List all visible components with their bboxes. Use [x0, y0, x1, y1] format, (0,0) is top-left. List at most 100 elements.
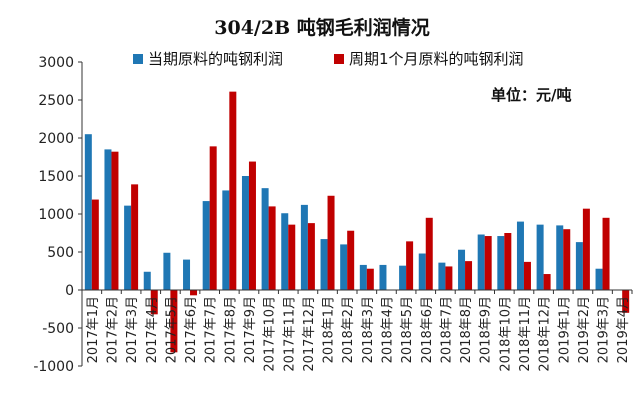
bar [150, 290, 158, 315]
bar [458, 249, 466, 290]
x-tick-label: 2019年2月 [577, 296, 592, 363]
bar [222, 190, 230, 290]
x-tick-label: 2017年6月 [184, 296, 199, 363]
x-tick-label: 2017年5月 [164, 296, 179, 363]
x-tick-label: 2018年12月 [538, 296, 553, 372]
x-tick-label: 2018年5月 [400, 296, 415, 363]
x-tick-label: 2018年1月 [322, 296, 337, 363]
x-tick-label: 2017年11月 [282, 296, 297, 372]
legend-label-lagged: 周期1个月原料的吨钢利润 [349, 50, 524, 68]
bar [84, 134, 92, 290]
x-tick-label: 2018年10月 [498, 296, 513, 372]
bar [307, 223, 315, 290]
bar [190, 290, 198, 296]
y-tick-label: 500 [47, 245, 74, 261]
bar [111, 151, 119, 290]
bar [261, 188, 269, 290]
bar [477, 234, 485, 290]
bar [163, 252, 171, 290]
bar [484, 236, 492, 290]
x-tick-label: 2019年3月 [597, 296, 612, 363]
bar [575, 242, 583, 290]
x-tick-label: 2017年2月 [105, 296, 120, 363]
bar [582, 208, 590, 290]
bar [366, 268, 374, 290]
y-tick-label: 2500 [38, 93, 74, 109]
bar [327, 195, 335, 290]
legend-swatch-current [133, 54, 143, 64]
bar [602, 217, 610, 290]
bar [595, 268, 603, 290]
y-tick-label: 0 [65, 283, 74, 299]
bar [104, 149, 112, 290]
y-tick-label: 3000 [38, 55, 74, 71]
bar [438, 262, 446, 290]
bar [425, 217, 433, 290]
x-tick-label: 2017年7月 [204, 296, 219, 363]
x-tick-label: 2017年8月 [223, 296, 238, 363]
bar [347, 230, 355, 290]
bar [229, 91, 237, 290]
bar [556, 225, 564, 290]
x-tick-label: 2018年8月 [459, 296, 474, 363]
y-tick-label: -500 [42, 321, 74, 337]
x-tick-label: 2017年3月 [125, 296, 140, 363]
bar [124, 205, 132, 290]
y-tick-label: 1000 [38, 207, 74, 223]
bar [143, 271, 151, 290]
bar [91, 199, 99, 290]
legend: 当期原料的吨钢利润 周期1个月原料的吨钢利润 [133, 50, 524, 68]
bar [497, 236, 505, 290]
bar [359, 264, 367, 290]
bar [504, 233, 512, 290]
x-axis: 2017年1月 2017年2月 2017年3月 2017年4月 2017年5月 2017年… [81, 289, 633, 372]
y-tick-label: 2000 [38, 131, 74, 147]
chart-title: 304/2B 吨钢毛利润情况 [214, 16, 430, 39]
bar [465, 261, 473, 290]
bar [622, 290, 630, 313]
x-tick-label: 2018年6月 [420, 296, 435, 363]
bar [445, 266, 453, 290]
bar [131, 184, 139, 290]
bar [543, 274, 551, 290]
bar [209, 146, 217, 290]
bar [523, 261, 531, 290]
x-tick-label: 2017年12月 [302, 296, 317, 372]
bar [281, 213, 289, 290]
bar [320, 239, 328, 290]
bar [399, 265, 407, 290]
x-tick-label: 2018年2月 [341, 296, 356, 363]
x-tick-label: 2018年11月 [518, 296, 533, 372]
bar [170, 290, 178, 353]
bar [288, 224, 296, 290]
x-tick-label: 2018年7月 [439, 296, 454, 363]
bar [241, 176, 249, 290]
y-axis: 3000 2500 2000 1500 1000 500 0 -500 -1000 [33, 55, 83, 375]
legend-label-current: 当期原料的吨钢利润 [148, 50, 283, 68]
bar [406, 241, 414, 290]
bar [248, 161, 256, 290]
bar [516, 221, 524, 290]
x-tick-label: 2017年9月 [243, 296, 258, 363]
bar [183, 259, 191, 290]
bar [340, 244, 348, 290]
bars [84, 91, 630, 353]
x-tick-label: 2018年9月 [479, 296, 494, 363]
legend-swatch-lagged [334, 54, 344, 64]
x-tick-label: 2017年4月 [145, 296, 160, 363]
bar [300, 204, 308, 290]
y-tick-label: 1500 [38, 169, 74, 185]
bar [379, 264, 387, 290]
bar [202, 201, 210, 290]
bar [563, 229, 571, 290]
bar [418, 253, 426, 290]
x-tick-label: 2018年3月 [361, 296, 376, 363]
y-tick-label: -1000 [33, 359, 74, 375]
bar [268, 206, 276, 290]
x-tick-label: 2019年4月 [616, 296, 631, 363]
x-tick-label: 2017年10月 [263, 296, 278, 372]
bar [536, 224, 544, 290]
x-tick-label: 2019年1月 [557, 296, 572, 363]
x-tick-label: 2017年1月 [86, 296, 101, 363]
